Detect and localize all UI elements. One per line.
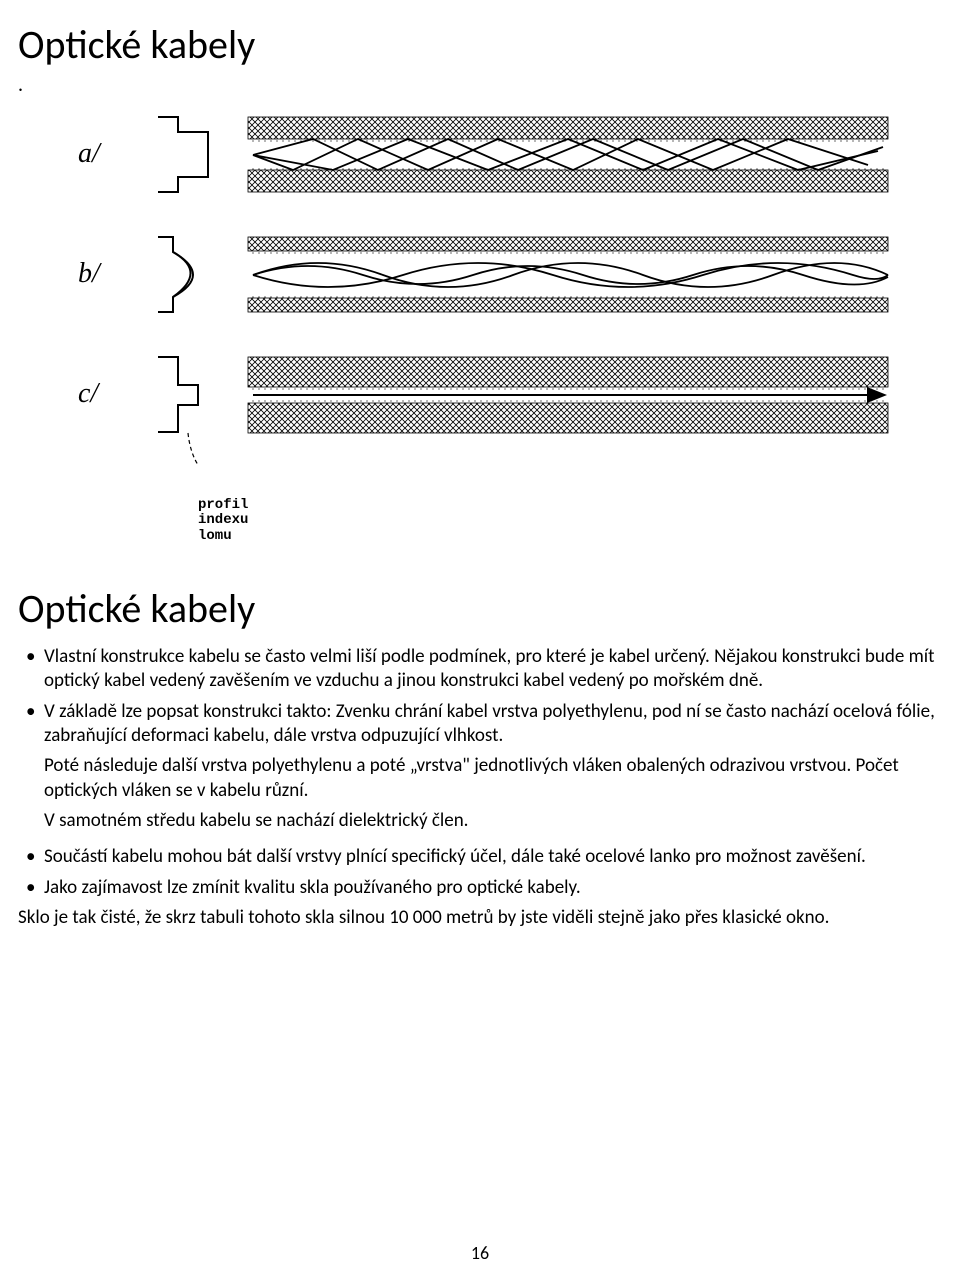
caption-line-3: lomu	[198, 528, 232, 544]
label-b: b/	[78, 258, 102, 289]
page-title-1: Optické kabely	[18, 20, 942, 69]
fiber-svg: a/ b/ c/	[78, 107, 898, 487]
bullet-item: Vlastní konstrukce kabelu se často velmi…	[44, 645, 942, 694]
body-paragraph: Sklo je tak čisté, že skrz tabuli tohoto…	[18, 906, 942, 930]
bullet-list-1: Vlastní konstrukce kabelu se často velmi…	[18, 645, 942, 748]
fiber-diagram: a/ b/ c/ profil indexu	[78, 107, 942, 544]
bullet-list-2: Součástí kabelu mohou bát další vrstvy p…	[18, 845, 942, 900]
label-c: c/	[78, 378, 100, 409]
stray-dot: .	[18, 73, 942, 97]
label-a: a/	[78, 138, 102, 169]
bullet-item: Součástí kabelu mohou bát další vrstvy p…	[44, 845, 942, 869]
page-title-2: Optické kabely	[18, 584, 942, 633]
bullet-item: Jako zajímavost lze zmínit kvalitu skla …	[44, 876, 942, 900]
bullet-item: V základě lze popsat konstrukci takto: Z…	[44, 700, 942, 749]
body-paragraph: Poté následuje další vrstva polyethylenu…	[18, 754, 942, 803]
figure-caption: profil indexu lomu	[198, 498, 942, 544]
caption-line-1: profil	[198, 497, 248, 513]
page-number: 16	[0, 1242, 960, 1264]
caption-line-2: indexu	[198, 512, 248, 528]
body-paragraph: V samotném středu kabelu se nachází diel…	[18, 809, 942, 833]
